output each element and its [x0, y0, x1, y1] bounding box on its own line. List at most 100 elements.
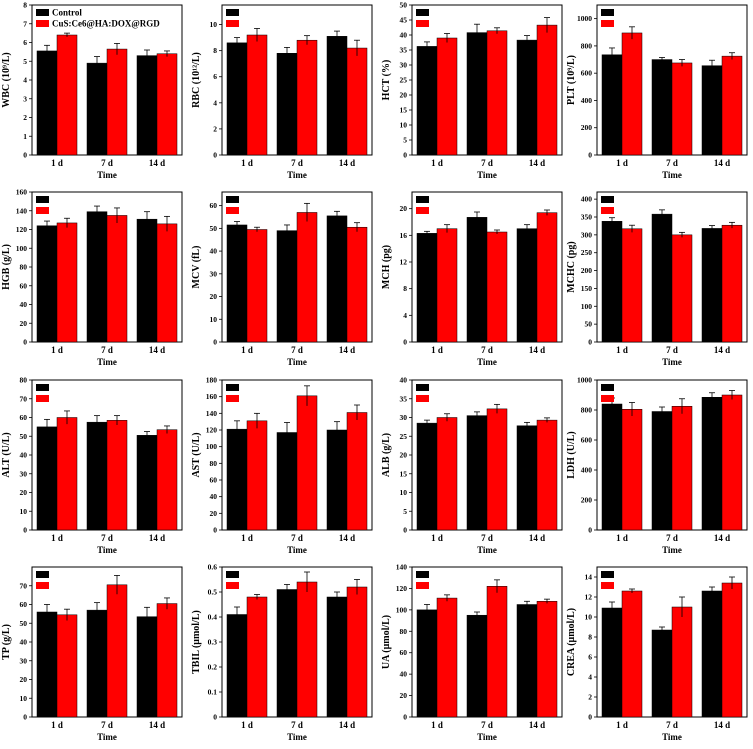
legend-swatch-treatment [36, 395, 49, 402]
x-tick-label: 14 d [529, 158, 545, 168]
x-tick-label: 14 d [339, 158, 355, 168]
legend-label: CuS:Ce6@HA:DOX@RGD [52, 19, 160, 29]
x-tick-label: 14 d [149, 345, 165, 355]
x-axis-label: Time [662, 732, 682, 742]
y-tick-label: 16 [400, 231, 408, 240]
legend-swatch-control [601, 196, 614, 203]
x-tick-label: 1 d [616, 345, 628, 355]
x-tick-label: 14 d [714, 158, 730, 168]
x-axis-label: Time [97, 357, 117, 367]
bar-treatment [721, 582, 743, 718]
bar-control [651, 213, 673, 343]
y-tick-label: 20 [400, 691, 408, 700]
y-axis-label: RBC (10¹²/L) [191, 52, 202, 108]
bar-treatment [106, 48, 128, 156]
y-tick-label: 200 [581, 496, 593, 505]
bar-treatment [346, 47, 368, 156]
y-axis-label: TP (g/L) [1, 624, 12, 660]
bar-treatment [156, 53, 178, 156]
y-tick-label: 140 [206, 409, 218, 418]
y-tick-label: 10 [210, 20, 218, 29]
y-tick-label: 160 [206, 392, 218, 401]
chart-panel-5: 0 10 20 30 40 50 60 MCV (fL) 1 d 7 d 14 d Time [191, 191, 373, 367]
x-axis-label: Time [477, 170, 497, 180]
bar-treatment [486, 408, 508, 531]
x-tick-label: 14 d [714, 533, 730, 543]
y-tick-label: 60 [20, 600, 28, 609]
y-tick-label: 35 [400, 46, 408, 55]
legend-swatch-treatment [416, 20, 429, 27]
y-tick-label: 40 [210, 492, 218, 501]
bar-control [516, 39, 538, 156]
y-tick-label: 0 [23, 713, 27, 722]
chart-panel-11: 0 200 400 600 800 1000 LDH (U/L) 1 d 7 d 14 d Time [566, 376, 748, 555]
y-axis-label: PLT (10⁹/L) [566, 55, 577, 105]
x-tick-label: 14 d [714, 720, 730, 730]
bar-control [36, 50, 58, 156]
bar-treatment [621, 590, 643, 718]
chart-panel-7: 0 50 100 150 200 250 300 350 400 MCHC (pg) 1 d 7 d 1… [566, 191, 748, 367]
legend-swatch-treatment [226, 207, 239, 214]
y-tick-label: 200 [581, 266, 593, 275]
bar-treatment [156, 603, 178, 718]
x-tick-label: 1 d [431, 158, 443, 168]
y-axis-label: HCT (%) [381, 60, 392, 101]
y-tick-label: 250 [581, 248, 593, 257]
y-tick-label: 10 [585, 613, 593, 622]
y-tick-label: 120 [206, 426, 218, 435]
legend-label: Control [52, 8, 82, 18]
y-tick-label: 40 [20, 300, 28, 309]
legend-swatch-control [601, 384, 614, 391]
bar-treatment [56, 222, 78, 343]
chart-panel-14: 0 20 40 60 80 100 120 140 UA (μmol/L) 1 d 7 d 14 d T… [381, 563, 563, 742]
x-tick-label: 1 d [241, 533, 253, 543]
x-tick-label: 1 d [241, 158, 253, 168]
y-tick-label: 0.5 [208, 588, 218, 597]
legend-swatch-treatment [36, 582, 49, 589]
y-tick-label: 20 [210, 509, 218, 518]
y-tick-label: 140 [396, 563, 408, 572]
bar-treatment [486, 30, 508, 156]
y-tick-label: 25 [400, 76, 408, 85]
bar-treatment [671, 62, 693, 156]
y-tick-label: 100 [396, 605, 408, 614]
legend-swatch-treatment [601, 395, 614, 402]
y-tick-label: 40 [400, 31, 408, 40]
bar-treatment [536, 601, 558, 718]
bar-treatment [486, 586, 508, 718]
y-tick-label: 8 [588, 633, 592, 642]
bar-treatment [671, 606, 693, 718]
y-tick-label: 30 [210, 269, 218, 278]
y-tick-label: 20 [400, 91, 408, 100]
legend-swatch-treatment [601, 582, 614, 589]
y-tick-label: 60 [210, 476, 218, 485]
x-tick-label: 1 d [431, 720, 443, 730]
y-tick-label: 80 [20, 376, 28, 385]
y-tick-label: 6 [213, 72, 217, 81]
x-tick-label: 14 d [529, 720, 545, 730]
bar-treatment [296, 395, 318, 531]
y-tick-label: 1000 [577, 376, 592, 385]
bar-treatment [536, 419, 558, 531]
x-axis-label: Time [662, 357, 682, 367]
y-tick-label: 6 [23, 38, 27, 47]
bar-control [466, 614, 488, 718]
y-tick-label: 6 [588, 653, 592, 662]
bar-treatment [156, 429, 178, 531]
y-tick-label: 4 [23, 76, 27, 85]
x-axis-label: Time [97, 545, 117, 555]
bar-control [601, 607, 623, 718]
y-tick-label: 7 [23, 19, 27, 28]
y-tick-label: 1 [23, 132, 27, 141]
chart-panel-3: 0 200 400 600 800 1000 PLT (10⁹/L) 1 d 7 d 14 d Ti… [566, 4, 748, 180]
bar-treatment [436, 417, 458, 531]
y-tick-label: 60 [20, 281, 28, 290]
y-tick-label: 0 [403, 526, 407, 535]
bar-treatment [436, 37, 458, 156]
bar-control [701, 65, 723, 156]
x-tick-label: 14 d [529, 345, 545, 355]
y-tick-label: 0.6 [208, 563, 218, 572]
y-tick-label: 12 [400, 258, 408, 267]
bar-control [86, 211, 108, 343]
